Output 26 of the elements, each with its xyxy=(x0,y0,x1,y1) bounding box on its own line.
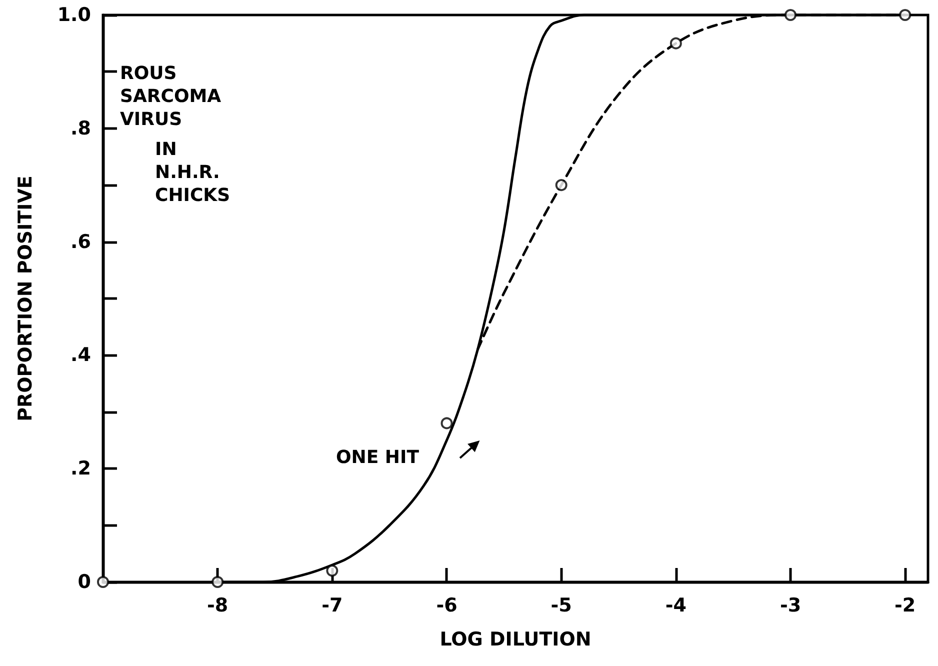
annotation: ONE HIT xyxy=(336,447,420,468)
x-tick-label: -4 xyxy=(665,594,686,616)
x-axis-title: LOG DILUTION xyxy=(440,628,592,650)
x-tick-label: -5 xyxy=(550,594,572,616)
y-axis-title: PROPORTION POSITIVE xyxy=(14,176,36,422)
point xyxy=(440,417,453,430)
x-tick-label: -3 xyxy=(780,594,802,616)
y-tick-label: 0 xyxy=(78,571,91,593)
x-tick-label: -6 xyxy=(436,594,458,616)
point xyxy=(97,576,109,588)
point xyxy=(670,37,682,50)
x-tick-label: -7 xyxy=(322,594,343,616)
x-tick-label: -8 xyxy=(207,594,228,616)
annotation: IN N.H.R. CHICKS xyxy=(155,139,230,206)
y-tick-label: .8 xyxy=(70,117,91,140)
y-tick-label: .6 xyxy=(70,230,91,253)
y-tick-label: .2 xyxy=(70,458,91,480)
point xyxy=(784,9,796,21)
point xyxy=(555,179,568,192)
point xyxy=(899,9,912,21)
annotation: ROUS SARCOMA VIRUS xyxy=(120,63,228,130)
x-tick-label: -2 xyxy=(894,594,916,616)
y-tick-label: 1.0 xyxy=(57,4,91,26)
y-tick-label: .4 xyxy=(70,344,91,366)
point xyxy=(212,576,224,588)
point xyxy=(326,564,338,577)
